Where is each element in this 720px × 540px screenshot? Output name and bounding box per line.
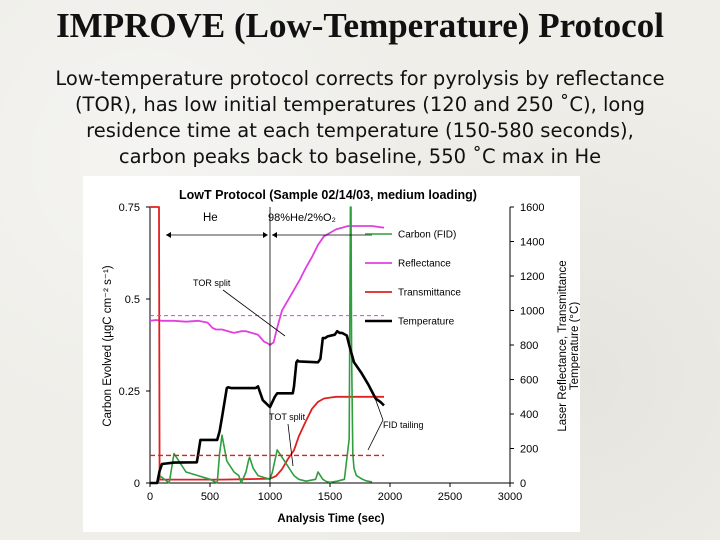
fid-tailing-callout bbox=[367, 419, 384, 451]
body-line-2: (TOR), has low initial temperatures (120… bbox=[74, 93, 646, 116]
y-right-tick-label: 1600 bbox=[520, 202, 544, 214]
x-tick-label: 1000 bbox=[258, 491, 282, 503]
y-axis-label-right-2: Temperature (°C) bbox=[569, 302, 580, 390]
y-left-tick-label: 0.75 bbox=[119, 202, 140, 214]
legend-label-transmittance: Transmittance bbox=[398, 288, 461, 299]
y-right-tick-label: 400 bbox=[520, 409, 538, 421]
transmittance-line bbox=[150, 206, 384, 481]
y-left-tick-label: 0 bbox=[134, 478, 140, 490]
legend: Carbon (FID) Reflectance Transmittance Temp… bbox=[365, 230, 461, 328]
chart-title: LowT Protocol (Sample 02/14/03, medium l… bbox=[179, 188, 477, 202]
reflectance-line bbox=[149, 225, 385, 346]
annotations: He 98%He/2%O₂ TOR split TOT split FID tailin… bbox=[150, 207, 424, 483]
carbon-fid-line bbox=[150, 206, 373, 484]
tor-split-callout bbox=[222, 289, 286, 337]
y-right-tick-label: 200 bbox=[520, 444, 538, 456]
tot-split-callout bbox=[287, 423, 294, 467]
x-tick-label: 500 bbox=[201, 491, 219, 503]
y-left-tick-label: 0.5 bbox=[125, 294, 140, 306]
y-axis-label-left: Carbon Evolved (µgC cm⁻² s⁻¹) bbox=[102, 265, 114, 426]
legend-label-carbon: Carbon (FID) bbox=[398, 230, 456, 241]
x-tick-label: 2000 bbox=[378, 491, 402, 503]
x-tick-label: 2500 bbox=[438, 491, 462, 503]
x-axis-label: Analysis Time (sec) bbox=[277, 513, 384, 525]
axis-ticks: 0 500 1000 1500 2000 2500 300000.250.50.750200… bbox=[119, 202, 545, 503]
y-left-tick-label: 0.25 bbox=[119, 386, 140, 398]
fid-tailing-callout-2 bbox=[374, 397, 384, 421]
body-line-4: carbon peaks back to baseline, 550 ˚C ma… bbox=[118, 145, 602, 168]
he-region-label: He bbox=[203, 212, 218, 224]
chart: LowT Protocol (Sample 02/14/03, medium l… bbox=[102, 188, 580, 525]
temperature-line bbox=[150, 329, 385, 485]
y-right-tick-label: 600 bbox=[520, 375, 538, 387]
he-arrowhead-right bbox=[263, 232, 268, 238]
x-tick-label: 3000 bbox=[498, 491, 522, 503]
y-right-tick-label: 1400 bbox=[520, 237, 544, 249]
tot-split-label: TOT split bbox=[269, 412, 306, 422]
y-axis-label-right-1: Laser Reflectance, Transmittance bbox=[557, 260, 569, 431]
y-right-tick-label: 0 bbox=[520, 478, 526, 490]
y-right-tick-label: 1200 bbox=[520, 271, 544, 283]
legend-label-temperature: Temperature bbox=[398, 317, 455, 328]
plot-frame bbox=[149, 207, 511, 484]
y-right-tick-label: 1000 bbox=[520, 306, 544, 318]
series-layer bbox=[149, 206, 385, 485]
y-right-tick-label: 800 bbox=[520, 340, 538, 352]
slide-body-text: Low-temperature protocol corrects for py… bbox=[10, 66, 710, 170]
fid-tailing-label: FID tailing bbox=[383, 420, 424, 430]
x-tick-label: 1500 bbox=[318, 491, 342, 503]
slide-title: IMPROVE (Low-Temperature) Protocol bbox=[56, 6, 664, 45]
tor-split-label: TOR split bbox=[193, 278, 231, 288]
chart-panel: LowT Protocol (Sample 02/14/03, medium l… bbox=[83, 176, 580, 532]
ox-region-label: 98%He/2%O₂ bbox=[268, 212, 336, 224]
ox-arrowhead bbox=[272, 232, 277, 238]
body-line-3: residence time at each temperature (150-… bbox=[86, 119, 634, 142]
body-line-1: Low-temperature protocol corrects for py… bbox=[55, 67, 665, 90]
he-arrowhead-left bbox=[166, 232, 171, 238]
legend-label-reflectance: Reflectance bbox=[398, 259, 451, 270]
x-tick-label: 0 bbox=[147, 491, 153, 503]
